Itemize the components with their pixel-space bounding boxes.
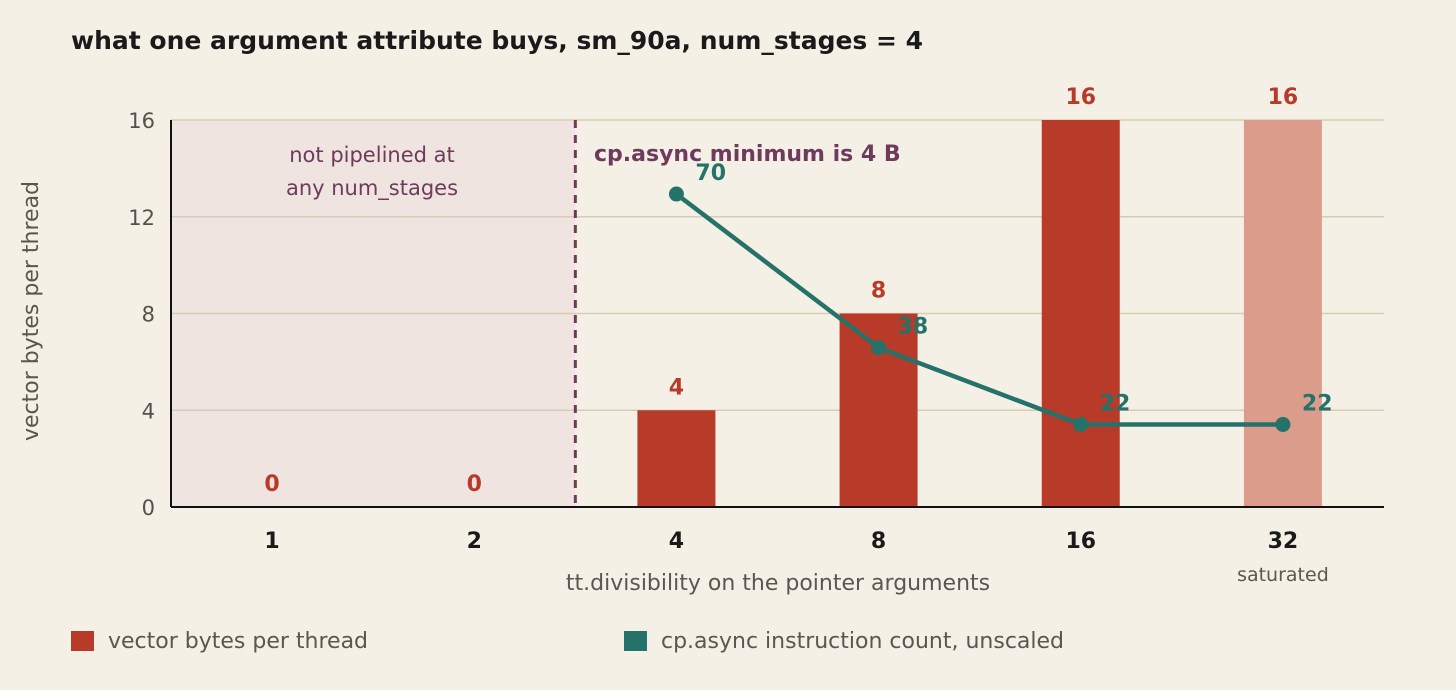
saturated-note: saturated bbox=[1237, 564, 1329, 586]
y-tick-label: 0 bbox=[142, 496, 155, 520]
x-tick-label: 32 bbox=[1268, 529, 1299, 554]
y-tick-label: 8 bbox=[142, 303, 155, 327]
line-value-label: 38 bbox=[898, 315, 929, 340]
not-pipelined-note-line2: any num_stages bbox=[286, 176, 458, 201]
not-pipelined-note-line1: not pipelined at bbox=[289, 143, 455, 167]
y-tick-label: 16 bbox=[128, 109, 155, 133]
line-point bbox=[1073, 416, 1089, 432]
bar-value-label: 8 bbox=[871, 279, 886, 304]
line-value-label: 22 bbox=[1302, 391, 1333, 416]
bar-32 bbox=[1243, 120, 1322, 507]
x-tick-label: 1 bbox=[264, 529, 279, 554]
x-tick-label: 16 bbox=[1065, 529, 1096, 554]
legend-label: cp.async instruction count, unscaled bbox=[661, 629, 1064, 654]
x-tick-label: 4 bbox=[669, 529, 684, 554]
legend-label: vector bytes per thread bbox=[108, 629, 368, 654]
bar-value-label: 0 bbox=[467, 472, 482, 497]
x-axis-label: tt.divisibility on the pointer arguments bbox=[566, 571, 990, 596]
y-axis-label: vector bytes per thread bbox=[19, 181, 44, 441]
line-point bbox=[668, 186, 684, 202]
bar-value-label: 16 bbox=[1065, 85, 1096, 110]
line-point bbox=[1275, 416, 1291, 432]
x-tick-label: 8 bbox=[871, 529, 886, 554]
bar-value-label: 4 bbox=[669, 375, 684, 400]
cp-async-minimum-note: cp.async minimum is 4 B bbox=[594, 142, 901, 167]
legend-swatch bbox=[624, 631, 647, 651]
bar-value-label: 0 bbox=[264, 472, 279, 497]
bar-4 bbox=[637, 410, 716, 507]
y-tick-label: 12 bbox=[128, 206, 155, 230]
y-tick-label: 4 bbox=[142, 399, 155, 423]
line-value-label: 22 bbox=[1100, 391, 1131, 416]
x-tick-label: 2 bbox=[467, 529, 482, 554]
bar-value-label: 16 bbox=[1268, 85, 1299, 110]
chart-title: what one argument attribute buys, sm_90a… bbox=[71, 26, 923, 55]
legend-swatch bbox=[71, 631, 94, 651]
cp-async-count-line bbox=[675, 192, 1283, 427]
line-value-label: 70 bbox=[695, 161, 726, 186]
line-point bbox=[871, 340, 887, 356]
bar-16 bbox=[1041, 120, 1120, 507]
